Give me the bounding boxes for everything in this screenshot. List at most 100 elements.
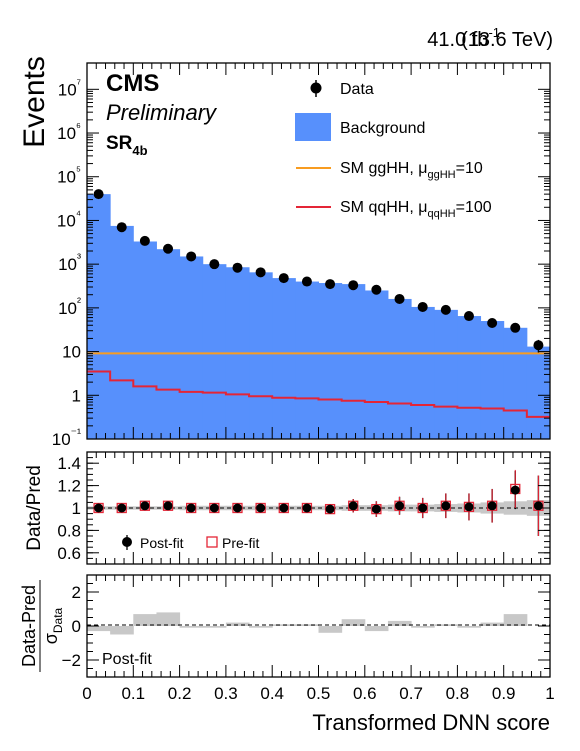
svg-text:SM qqHH, μqqHH=100: SM qqHH, μqqHH=100 (340, 199, 492, 220)
background-bin (110, 225, 134, 439)
data-point (278, 273, 289, 284)
ratio-legend-postfit-marker (122, 537, 132, 547)
ratio-postfit-marker (510, 485, 520, 495)
pull-bar (249, 626, 273, 628)
background-bin (249, 272, 273, 439)
data-point (394, 293, 405, 304)
data-point (417, 301, 428, 312)
background-bin (480, 321, 505, 439)
ratio-postfit-marker (395, 501, 405, 511)
pull-bar (457, 626, 482, 628)
data-point (533, 340, 544, 351)
data-point (116, 222, 127, 233)
pull-bar (133, 614, 157, 626)
legend: Data Background SM ggHH, μggHH=10 SM qqH… (295, 80, 492, 220)
background-bin (272, 278, 296, 439)
ratio-y-tick-label: 1 (72, 499, 81, 518)
svg-text:Pre-fit: Pre-fit (222, 535, 259, 551)
pull-y-label: Data-Pred σData (19, 580, 65, 672)
ratio-y-label: Data/Pred (24, 465, 45, 551)
ratio-legend-prefit-marker (206, 536, 218, 548)
background-bin (202, 264, 227, 439)
data-point (371, 284, 382, 295)
x-tick-label: 0.9 (492, 684, 516, 703)
background-bin (387, 298, 412, 439)
legend-qqhh: SM qqHH, μqqHH=100 (296, 199, 492, 220)
data-point (186, 251, 197, 262)
x-tick-label: 0.3 (214, 684, 238, 703)
legend-gghh: SM ggHH, μggHH=10 (296, 160, 483, 181)
data-point (139, 235, 150, 246)
x-tick-label: 0 (82, 684, 91, 703)
data-point (93, 189, 104, 200)
y-tick-label: 10⁴ (57, 207, 81, 230)
pull-panel: −202 Data-Pred σData Post-fit 0 0.1 0.2 0.3… (19, 574, 555, 735)
svg-text:Data: Data (340, 81, 374, 98)
ratio-postfit-marker (186, 503, 196, 513)
ratio-postfit-marker (163, 501, 173, 511)
y-tick-label: 10⁵ (57, 164, 81, 187)
ratio-postfit-marker (279, 503, 289, 513)
background-bin (364, 290, 389, 439)
ratio-postfit-marker (140, 501, 150, 511)
background-bin (503, 327, 528, 439)
ratio-postfit-marker (209, 503, 219, 513)
background-bin (133, 241, 157, 439)
pull-bar (202, 626, 227, 628)
x-tick-label: 0.5 (307, 684, 331, 703)
svg-text:σData: σData (41, 607, 65, 644)
ratio-y-tick-label: 0.6 (57, 544, 81, 563)
data-point (463, 311, 474, 322)
background-bin (295, 281, 319, 439)
background-bin (87, 194, 111, 439)
pull-y-tick-label: 0 (72, 617, 81, 636)
y-tick-label: 10 (62, 343, 81, 362)
background-bin (318, 283, 343, 439)
pull-bar (503, 614, 528, 626)
pull-bar (387, 620, 412, 626)
data-point (209, 259, 220, 270)
ratio-postfit-marker (348, 501, 358, 511)
pull-bar (179, 626, 204, 628)
svg-text:Data-Pred: Data-Pred (19, 585, 39, 667)
pull-bar (156, 612, 181, 626)
background-bin (341, 284, 366, 439)
ratio-legend: Post-fit Pre-fit (122, 535, 259, 551)
legend-background-swatch (295, 113, 331, 141)
ratio-postfit-marker (232, 503, 242, 513)
x-tick-label: 0.4 (260, 684, 284, 703)
data-point (325, 279, 336, 290)
ratio-postfit-marker (302, 503, 312, 513)
background-bin (526, 346, 551, 439)
ratio-postfit-marker (256, 503, 266, 513)
x-axis-label: Transformed DNN score (312, 710, 550, 735)
x-tick-label: 0.7 (399, 684, 423, 703)
ratio-postfit-marker (441, 501, 451, 511)
background-bin (156, 249, 181, 439)
pull-bar (110, 626, 134, 635)
preliminary-label: Preliminary (106, 100, 218, 125)
svg-text:SM ggHH, μggHH=10: SM ggHH, μggHH=10 (340, 160, 483, 181)
x-tick-label: 1 (545, 684, 554, 703)
x-tick-label: 0.6 (353, 684, 377, 703)
data-point (301, 276, 312, 287)
legend-data: Data (310, 80, 374, 98)
x-tick-label: 0.2 (168, 684, 192, 703)
data-point (255, 267, 266, 278)
ratio-postfit-marker (533, 501, 543, 511)
y-tick-label: 10⁶ (57, 120, 81, 143)
pull-postfit-label: Post-fit (102, 651, 152, 668)
background-bin (457, 316, 482, 439)
data-point (440, 304, 451, 315)
data-point (487, 318, 498, 329)
background-bin (434, 309, 458, 439)
ratio-postfit-marker (371, 504, 381, 514)
y-tick-label: 10⁷ (58, 76, 81, 99)
ratio-panel: 0.6 0.8 1 1.2 1.4 Data/Pred Post-fit Pre-fit (24, 451, 551, 565)
y-tick-label: 10² (58, 295, 81, 318)
y-axis-label: Events (18, 56, 51, 148)
cms-label: CMS (106, 70, 159, 97)
ratio-y-tick-label: 1.2 (57, 477, 81, 496)
data-point (163, 243, 174, 254)
pull-bar (364, 626, 389, 632)
